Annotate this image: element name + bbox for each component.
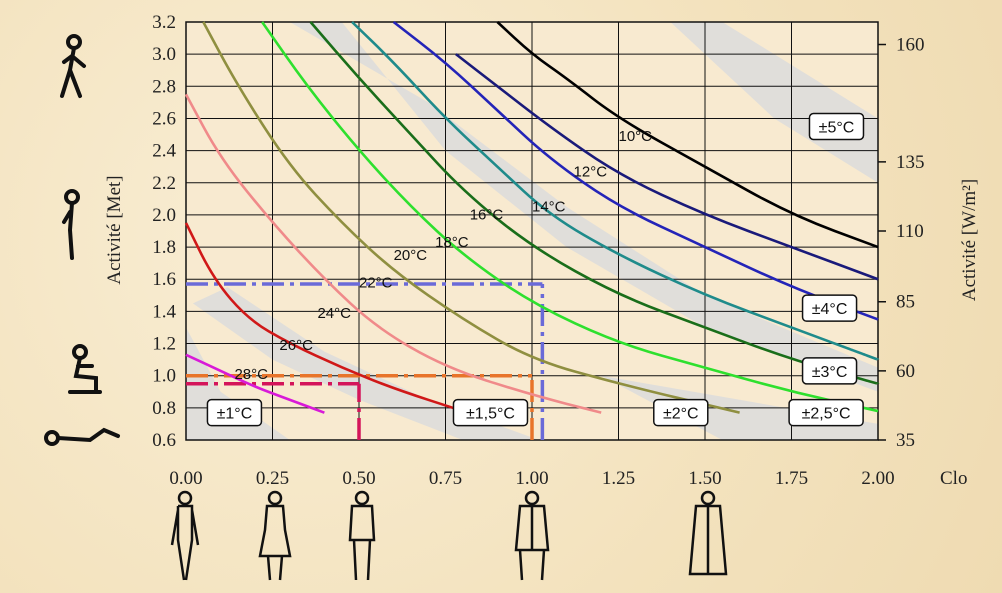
tolerance-box: ±2,5°C (788, 398, 864, 427)
curve-labels: 10°C 12°C 14°C 16°C18°C 20°C22°C 24°C26°C 28°C (234, 128, 652, 383)
y-tick-label: 1.6 (152, 269, 176, 290)
x-axis-ticks: 0.00 0.25 0.50 0.75 1.00 1.25 1.50 1.75 2.00 (169, 468, 894, 489)
y-tick-label: 0.8 (152, 398, 176, 419)
temperature-curve (496, 21, 879, 249)
x-tick-label: 0.00 (169, 468, 202, 489)
y-tick-label: 1.0 (152, 366, 176, 387)
y2-tick-label: 110 (896, 221, 924, 242)
tolerance-box-frame (801, 357, 858, 385)
seated-figure-icon (68, 344, 102, 394)
x-tick-label: 0.75 (429, 468, 462, 489)
tolerance-box-label: ±5°C (819, 120, 855, 137)
y-tick-label: 3.0 (152, 44, 176, 65)
suit-figure-icon (514, 490, 550, 581)
walking-figure-icon (60, 34, 86, 98)
x-tick-label: 1.75 (775, 468, 808, 489)
x-tick-label: 1.00 (515, 468, 548, 489)
curve-label: 14°C (532, 199, 566, 216)
summer-clothing-figure-icon (348, 490, 376, 581)
x-tick-label: 0.25 (256, 468, 289, 489)
tolerance-box-frame (788, 398, 864, 427)
x-tick-label: 1.25 (602, 468, 635, 489)
tolerance-box-label: ±2,5°C (802, 406, 851, 423)
temperature-curves (184, 20, 879, 414)
x-tick-label: 1.50 (688, 468, 721, 489)
tolerance-box: ±3°C (801, 357, 858, 385)
tolerance-box-frame (452, 398, 529, 427)
tolerance-box-label: ±2°C (663, 406, 699, 423)
y-tick-label: 2.0 (152, 205, 176, 226)
tolerance-boxes: ±5°C ±4°C ±3°C ±2,5°C ±2°C ±1,5°C ±1°C (206, 112, 865, 427)
winter-coat-figure-icon (688, 490, 728, 576)
y-tick-label: 2.2 (152, 173, 176, 194)
tolerance-box: ±1°C (206, 398, 263, 427)
y2-axis-ticks: 35 60 85 110 135 160 (878, 35, 925, 451)
y-tick-label: 2.4 (152, 141, 176, 162)
y2-tick-label: 35 (896, 430, 915, 451)
tolerance-box-label: ±3°C (812, 364, 848, 381)
temperature-curve (351, 21, 879, 361)
tolerance-box: ±5°C (808, 112, 865, 141)
tolerance-box: ±2°C (653, 398, 709, 427)
tolerance-box-label: ±4°C (812, 301, 848, 318)
curve-label: 22°C (359, 274, 393, 291)
tolerance-band (279, 22, 878, 392)
curve-label: 16°C (470, 207, 504, 224)
curve-label: 18°C (435, 234, 469, 251)
curve-label: 26°C (279, 337, 313, 354)
tolerance-box-frame (653, 398, 709, 427)
x-tick-label: 0.50 (342, 468, 375, 489)
curve-label: 10°C (619, 128, 653, 145)
y2-tick-label: 160 (896, 35, 925, 56)
y-tick-label: 0.6 (152, 430, 176, 451)
temperature-curve (455, 53, 879, 281)
y-tick-label: 1.8 (152, 237, 176, 258)
y2-tick-label: 60 (896, 361, 915, 382)
tolerance-box-frame (206, 398, 263, 427)
y2-tick-label: 85 (896, 292, 915, 313)
y-tick-label: 3.2 (152, 12, 176, 33)
tolerance-band (532, 22, 878, 183)
tolerance-box: ±4°C (801, 294, 858, 322)
tolerance-band (192, 287, 539, 440)
curve-label: 12°C (574, 163, 608, 180)
y2-tick-label: 135 (896, 152, 925, 173)
curve-label: 24°C (317, 305, 351, 322)
y-tick-label: 1.4 (152, 301, 176, 322)
temperature-curve (184, 222, 464, 413)
tolerance-box-frame (801, 294, 858, 322)
y-axis-label-left: Activité [Met] (104, 175, 125, 284)
x-axis-label: Clo (940, 468, 967, 489)
light-dress-figure-icon (258, 490, 292, 581)
curve-label: 20°C (394, 247, 428, 264)
temperature-curve (261, 21, 879, 413)
y-axis-label-right: Activité [W/m²] (959, 179, 980, 301)
lying-figure-icon (44, 427, 120, 446)
tolerance-box-label: ±1,5°C (466, 406, 515, 423)
temperature-curve (392, 20, 879, 321)
y-tick-label: 1.2 (152, 334, 176, 355)
temperature-curve (309, 21, 879, 385)
y-axis-ticks: 0.6 0.8 1.0 1.2 1.4 1.6 1.8 2.0 2.2 2.4 2.6 2.8 3.0 3… (152, 12, 176, 451)
temperature-curve (202, 21, 740, 414)
temperature-curve (185, 353, 325, 414)
tolerance-box-frame (808, 112, 865, 141)
y-tick-label: 2.6 (152, 108, 176, 129)
x-tick-label: 2.00 (861, 468, 894, 489)
curve-label: 28°C (234, 366, 268, 383)
standing-figure-icon (62, 189, 80, 260)
naked-figure-icon (170, 490, 200, 581)
temperature-curve (184, 93, 602, 414)
y-tick-label: 2.8 (152, 76, 176, 97)
tolerance-box-label: ±1°C (217, 406, 253, 423)
tolerance-box: ±1,5°C (452, 398, 529, 427)
